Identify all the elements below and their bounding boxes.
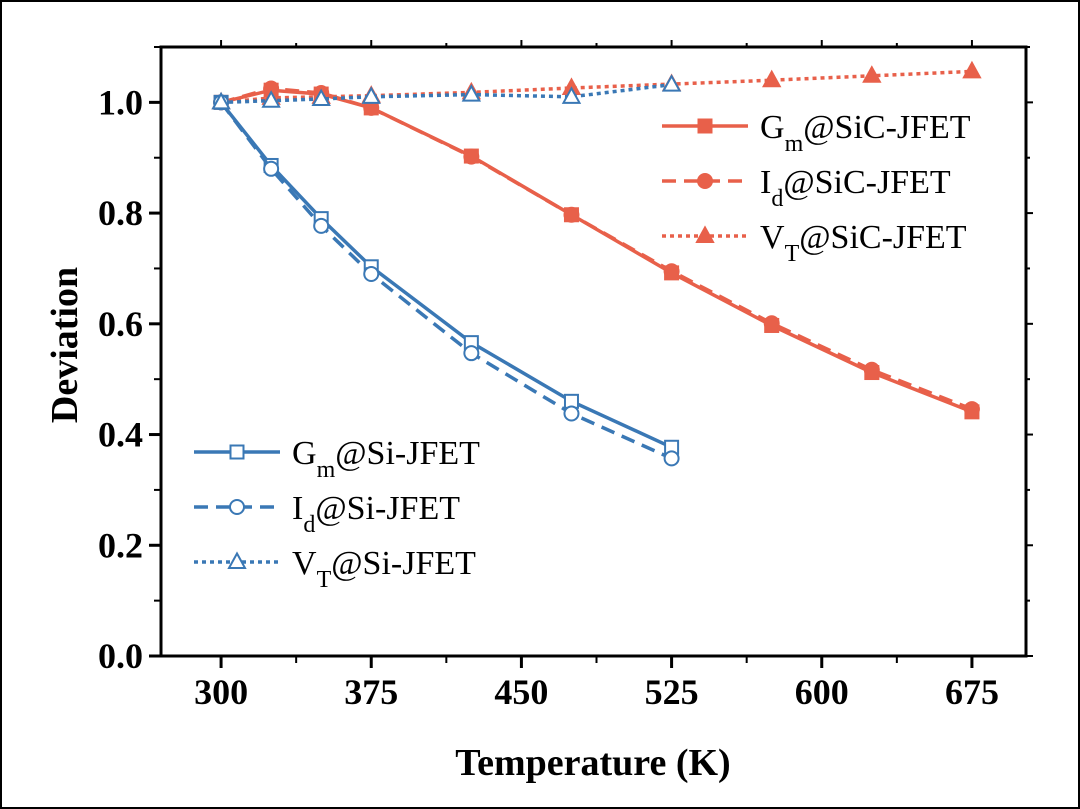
y-tick-label: 0.8 <box>98 193 143 233</box>
legend-marker <box>229 499 245 515</box>
data-point <box>461 84 482 102</box>
y-tick-label: 0.2 <box>98 525 143 565</box>
data-point <box>313 217 330 234</box>
legend-upper-right: Gm@SiC-JFET Id@SiC-JFET VT@SiC-JFET <box>662 109 971 267</box>
legend-label: VT@Si-JFET <box>292 545 476 593</box>
data-point <box>363 265 380 282</box>
legend-label: Gm@SiC-JFET <box>760 109 971 157</box>
data-point <box>963 401 980 418</box>
legend-lower-left: Gm@Si-JFET Id@Si-JFET VT@Si-JFET <box>194 435 480 593</box>
legends: Gm@SiC-JFET Id@SiC-JFET VT@SiC-JFET Gm@Si-J… <box>194 109 971 593</box>
data-point <box>762 69 782 88</box>
legend-item: Gm@SiC-JFET <box>662 109 971 157</box>
data-point <box>661 74 682 92</box>
data-point <box>663 450 680 467</box>
axis-ticks <box>149 40 1033 668</box>
legend-label: Gm@Si-JFET <box>292 435 480 483</box>
x-tick-label: 675 <box>945 672 999 712</box>
series-line <box>220 69 972 105</box>
data-point <box>962 60 982 79</box>
series-line <box>220 86 973 411</box>
legend-item: Id@SiC-JFET <box>662 164 951 212</box>
legend-label: VT@SiC-JFET <box>760 219 967 267</box>
legend-item: VT@SiC-JFET <box>662 219 967 267</box>
legend-item: VT@Si-JFET <box>194 545 476 593</box>
legend-marker <box>229 444 245 460</box>
data-point <box>263 160 280 177</box>
data-point <box>463 345 480 362</box>
data-point <box>563 405 580 422</box>
plot-series <box>211 60 982 467</box>
series-5 <box>211 74 682 110</box>
y-tick-label: 1.0 <box>98 82 143 122</box>
data-point <box>561 86 582 104</box>
x-tick-label: 525 <box>645 672 699 712</box>
y-axis-title: Deviation <box>44 267 86 423</box>
data-point <box>563 206 580 223</box>
legend-label: Id@SiC-JFET <box>760 164 951 212</box>
data-point <box>862 65 882 83</box>
legend-marker <box>695 225 715 243</box>
data-point <box>663 263 680 280</box>
x-tick-label: 300 <box>194 672 248 712</box>
y-tick-label: 0.4 <box>98 415 143 455</box>
y-tick-label: 0.0 <box>98 636 143 676</box>
x-tick-label: 375 <box>344 672 398 712</box>
data-point <box>311 88 331 107</box>
legend-marker <box>697 118 713 134</box>
data-point <box>863 361 880 378</box>
x-tick-label: 600 <box>795 672 849 712</box>
legend-marker <box>227 551 247 569</box>
data-point <box>211 91 231 110</box>
data-point <box>261 90 281 108</box>
x-axis-title: Temperature (K) <box>455 742 730 784</box>
tick-labels: 300 375 450 525 600 675 0.0 0.2 0.4 0.6 0.8 1.0 <box>98 82 999 712</box>
data-point <box>763 315 780 332</box>
x-tick-label: 450 <box>494 672 548 712</box>
y-tick-label: 0.6 <box>98 304 143 344</box>
legend-marker <box>697 173 713 189</box>
data-point <box>361 86 381 104</box>
data-point <box>463 148 480 165</box>
plot-area-frame <box>159 45 1028 658</box>
legend-label: Id@Si-JFET <box>292 490 460 538</box>
legend-item: Id@Si-JFET <box>194 490 460 538</box>
legend-item: Gm@Si-JFET <box>194 435 480 483</box>
